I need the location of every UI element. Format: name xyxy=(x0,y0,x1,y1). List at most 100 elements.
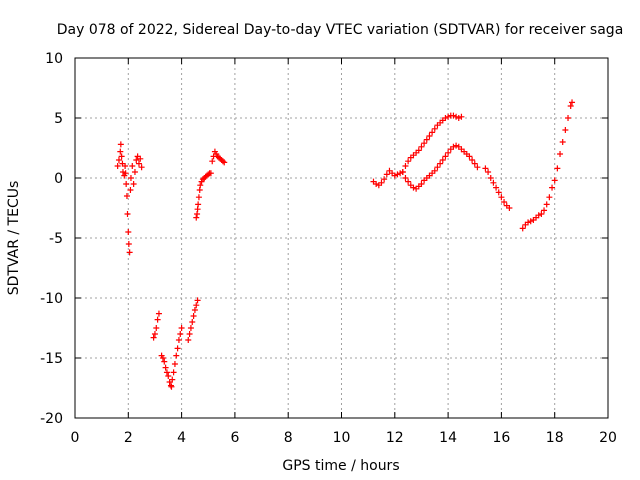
data-point xyxy=(117,148,124,155)
data-point xyxy=(163,369,170,376)
data-point xyxy=(482,165,489,172)
data-point xyxy=(131,169,138,175)
data-point xyxy=(173,352,180,359)
data-point xyxy=(527,218,534,225)
data-point xyxy=(162,364,169,371)
data-point xyxy=(135,160,142,167)
data-point xyxy=(194,297,201,304)
data-point xyxy=(506,205,513,211)
data-point xyxy=(153,325,160,331)
data-point xyxy=(434,164,441,171)
data-point xyxy=(453,113,460,120)
data-point xyxy=(130,181,137,187)
grid-lines xyxy=(75,58,608,418)
data-point xyxy=(378,179,385,186)
data-point xyxy=(487,175,494,181)
data-point xyxy=(126,249,133,256)
data-point xyxy=(565,115,572,121)
data-point xyxy=(154,316,161,323)
data-point xyxy=(402,175,409,181)
data-point xyxy=(445,149,452,156)
data-point xyxy=(381,176,388,183)
series-seg10 xyxy=(519,99,576,232)
data-point xyxy=(383,171,390,178)
data-point xyxy=(543,201,550,208)
series-seg3 xyxy=(158,325,185,390)
y-tick-label: -20 xyxy=(40,411,63,427)
data-points xyxy=(114,99,576,390)
x-axis-label: GPS time / hours xyxy=(282,458,399,474)
y-tick-label: 10 xyxy=(45,51,63,67)
data-point xyxy=(118,153,125,160)
data-point xyxy=(170,369,177,376)
series-seg1 xyxy=(114,141,145,256)
data-point xyxy=(525,219,532,226)
data-point xyxy=(559,139,566,145)
data-point xyxy=(421,140,428,147)
series-seg9 xyxy=(482,165,513,211)
data-point xyxy=(485,169,492,175)
data-point xyxy=(122,163,129,169)
y-tick-label: 5 xyxy=(54,111,63,127)
x-tick-label: 18 xyxy=(546,430,564,446)
data-point xyxy=(453,142,460,149)
data-point xyxy=(185,337,192,343)
data-point xyxy=(189,319,196,325)
data-point xyxy=(426,133,433,139)
data-point xyxy=(373,181,380,187)
data-point xyxy=(219,158,226,165)
data-point xyxy=(471,160,478,167)
data-point xyxy=(137,155,144,162)
data-point xyxy=(114,163,121,169)
data-point xyxy=(402,163,409,169)
data-point xyxy=(450,143,457,150)
series-seg6 xyxy=(209,148,228,166)
data-point xyxy=(197,182,204,189)
data-point xyxy=(418,143,425,150)
series-seg4 xyxy=(185,297,201,343)
data-point xyxy=(175,337,182,343)
x-tick-label: 16 xyxy=(492,430,510,446)
data-point xyxy=(397,170,404,177)
data-point xyxy=(551,177,558,184)
x-tick-label: 6 xyxy=(230,430,239,446)
x-tick-label: 10 xyxy=(333,430,351,446)
data-point xyxy=(490,179,497,186)
data-point xyxy=(165,373,172,379)
data-point xyxy=(187,325,194,331)
data-point xyxy=(498,194,505,201)
data-point xyxy=(190,313,197,319)
data-point xyxy=(159,355,166,361)
data-point xyxy=(437,160,444,167)
data-point xyxy=(138,164,145,171)
data-point xyxy=(221,159,228,166)
x-tick-label: 12 xyxy=(386,430,404,446)
x-tick-label: 4 xyxy=(177,430,186,446)
data-point xyxy=(541,207,548,214)
data-point xyxy=(169,376,176,383)
data-point xyxy=(442,153,449,160)
data-point xyxy=(391,172,398,179)
data-point xyxy=(178,325,185,331)
data-point xyxy=(405,158,412,165)
data-point xyxy=(538,211,545,217)
data-point xyxy=(466,153,473,160)
data-point xyxy=(429,129,436,136)
data-point xyxy=(493,184,500,191)
data-point xyxy=(123,193,130,199)
data-point xyxy=(458,113,465,120)
data-point xyxy=(450,112,457,119)
data-point xyxy=(195,194,202,201)
x-tick-label: 14 xyxy=(439,430,457,446)
data-point xyxy=(431,125,438,132)
data-point xyxy=(127,187,134,193)
data-point xyxy=(119,169,126,175)
y-tick-label: -15 xyxy=(40,351,63,367)
data-point xyxy=(562,127,569,133)
data-point xyxy=(124,211,131,217)
data-point xyxy=(535,212,542,219)
data-point xyxy=(394,171,401,178)
data-point xyxy=(193,302,200,309)
data-point xyxy=(127,175,134,181)
data-point xyxy=(115,157,122,163)
